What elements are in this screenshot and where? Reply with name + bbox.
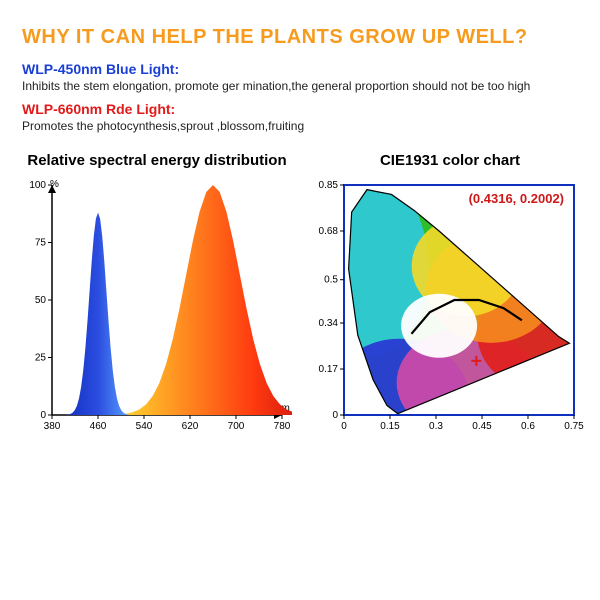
svg-text:25: 25 bbox=[35, 353, 47, 364]
svg-text:460: 460 bbox=[90, 421, 107, 432]
red-heading: WLP-660nm Rde Light: bbox=[22, 101, 578, 117]
svg-text:0.17: 0.17 bbox=[319, 364, 339, 375]
svg-text:0: 0 bbox=[332, 410, 338, 421]
svg-text:0: 0 bbox=[40, 410, 46, 421]
spectral-title: Relative spectral energy distribution bbox=[22, 152, 292, 169]
cie-chart: CIE1931 color chart 0 0.15 0.3 0.45 0.6 0.75 0… bbox=[310, 152, 590, 445]
svg-text:50: 50 bbox=[35, 295, 47, 306]
svg-text:700: 700 bbox=[228, 421, 245, 432]
svg-text:0.5: 0.5 bbox=[324, 275, 338, 286]
red-desc: Promotes the photocynthesis,sprout ,blos… bbox=[22, 119, 578, 135]
svg-text:0.75: 0.75 bbox=[564, 421, 584, 432]
svg-text:0.68: 0.68 bbox=[319, 226, 339, 237]
svg-text:540: 540 bbox=[136, 421, 153, 432]
svg-text:620: 620 bbox=[182, 421, 199, 432]
svg-text:0.45: 0.45 bbox=[472, 421, 492, 432]
svg-text:0.6: 0.6 bbox=[521, 421, 535, 432]
spectral-chart: Relative spectral energy distribution 0 2… bbox=[22, 152, 292, 445]
svg-text:0.3: 0.3 bbox=[429, 421, 443, 432]
main-title: WHY IT CAN HELP THE PLANTS GROW UP WELL? bbox=[22, 26, 578, 49]
svg-text:%: % bbox=[50, 179, 59, 190]
svg-text:780: 780 bbox=[274, 421, 291, 432]
svg-text:0.15: 0.15 bbox=[380, 421, 400, 432]
blue-desc: Inhibits the stem elongation, promote ge… bbox=[22, 79, 578, 95]
svg-text:100: 100 bbox=[29, 180, 46, 191]
cie-title: CIE1931 color chart bbox=[310, 152, 590, 169]
blue-heading: WLP-450nm Blue Light: bbox=[22, 61, 578, 77]
svg-text:75: 75 bbox=[35, 238, 47, 249]
svg-text:(0.4316, 0.2002): (0.4316, 0.2002) bbox=[469, 191, 564, 206]
svg-text:380: 380 bbox=[44, 421, 61, 432]
svg-text:0: 0 bbox=[341, 421, 347, 432]
svg-text:0.85: 0.85 bbox=[319, 180, 339, 191]
svg-text:0.34: 0.34 bbox=[319, 318, 339, 329]
